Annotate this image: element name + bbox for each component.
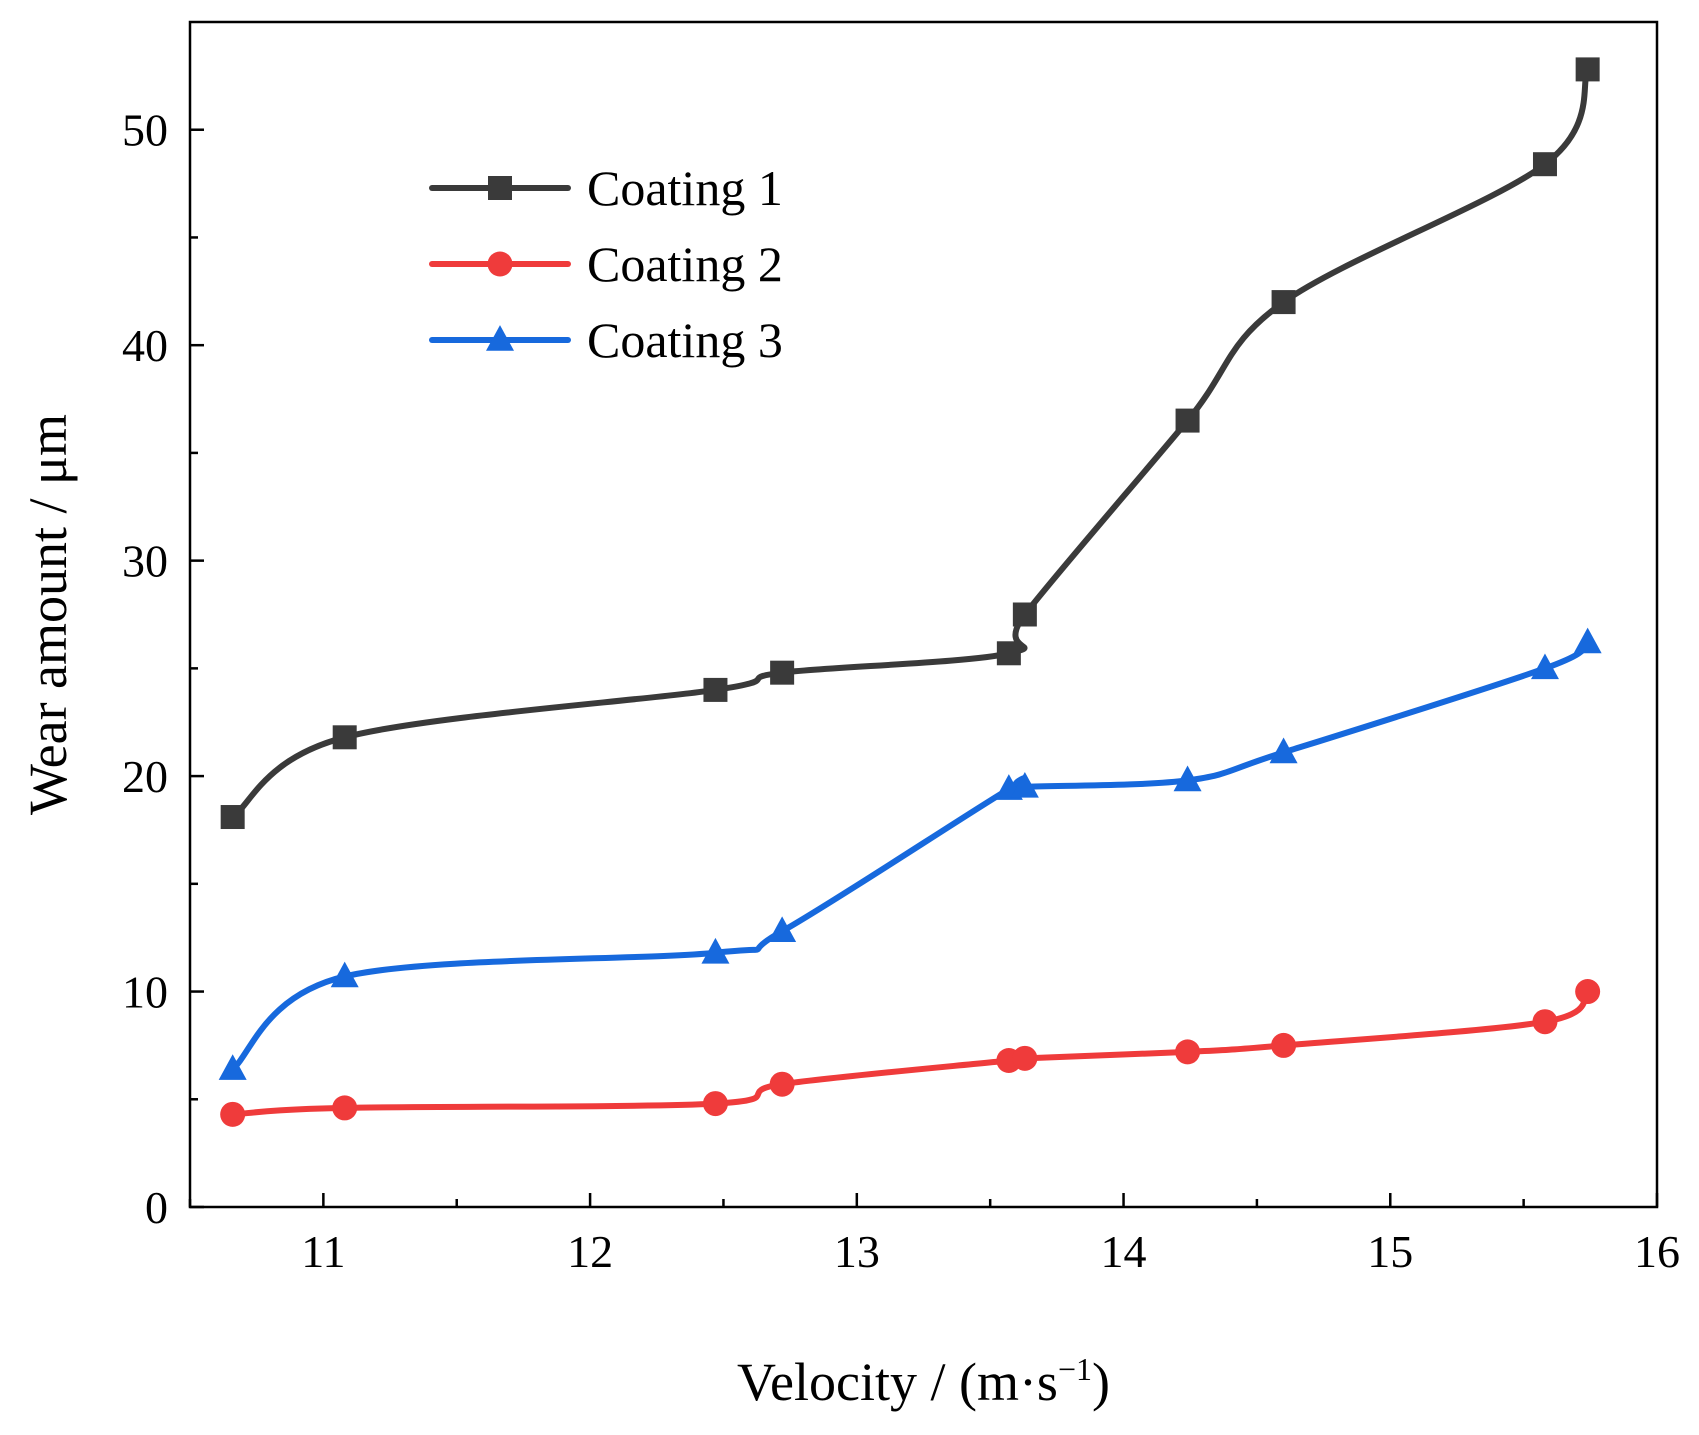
legend-label: Coating 1 xyxy=(587,160,783,216)
y-tick-label: 50 xyxy=(122,105,168,156)
legend-item-1: Coating 1 xyxy=(429,160,783,216)
series-layer xyxy=(218,57,1602,1127)
data-point-circle xyxy=(1012,1045,1038,1071)
data-point-triangle xyxy=(768,916,797,943)
x-axis-label: Velocity / (m·s−1) xyxy=(737,1351,1110,1412)
data-point-triangle xyxy=(330,961,359,988)
data-point-triangle xyxy=(1530,653,1559,680)
data-point-square xyxy=(996,641,1021,666)
data-point-square xyxy=(1575,57,1600,82)
data-point-square xyxy=(1012,602,1037,627)
data-point-triangle xyxy=(1010,771,1039,798)
y-tick-label: 10 xyxy=(122,967,168,1018)
data-point-square xyxy=(1532,152,1557,177)
data-point-circle xyxy=(769,1071,795,1097)
series-2 xyxy=(220,979,1601,1127)
plot-frame xyxy=(188,20,1659,1209)
data-point-square xyxy=(332,725,357,750)
data-point-circle xyxy=(1271,1032,1297,1058)
legend-item-2: Coating 2 xyxy=(429,236,783,292)
series-3 xyxy=(218,627,1602,1080)
data-point-triangle xyxy=(1269,737,1298,764)
legend-label: Coating 3 xyxy=(587,312,783,368)
legend-swatch-marker xyxy=(487,251,513,277)
x-tick-label: 12 xyxy=(567,1226,613,1277)
x-tick-label: 14 xyxy=(1101,1226,1147,1277)
series-line xyxy=(229,66,1591,821)
x-tick-label: 16 xyxy=(1634,1226,1680,1277)
data-point-circle xyxy=(1532,1009,1558,1035)
data-point-square xyxy=(1271,290,1296,315)
series-1 xyxy=(220,57,1600,830)
data-point-square xyxy=(703,677,728,702)
legend-item-3: Coating 3 xyxy=(429,312,783,368)
x-tick-label: 11 xyxy=(301,1226,345,1277)
data-point-triangle xyxy=(701,937,730,964)
data-point-circle xyxy=(332,1095,358,1121)
data-point-circle xyxy=(1175,1039,1201,1065)
data-point-square xyxy=(1175,408,1200,433)
data-point-square xyxy=(220,805,245,830)
legend: Coating 1 Coating 2 Coating 3 xyxy=(429,160,783,368)
legend-swatch-marker xyxy=(486,325,514,351)
y-tick-label: 30 xyxy=(122,536,168,587)
data-point-circle xyxy=(702,1091,728,1117)
data-point-triangle xyxy=(1573,627,1602,654)
x-axis-label-superscript: −1 xyxy=(1058,1351,1092,1387)
ticks-layer: 11 12 13 14 15 16 0 10 20 30 40 50 xyxy=(122,105,1680,1277)
data-point-circle xyxy=(1575,979,1601,1005)
x-axis-label-main: Velocity / (m·s xyxy=(737,1352,1058,1412)
y-tick-label: 40 xyxy=(122,320,168,371)
data-point-square xyxy=(770,660,795,685)
y-axis-label: Wear amount / μm xyxy=(18,414,78,815)
x-axis-label-close: ) xyxy=(1092,1352,1110,1412)
x-tick-label: 13 xyxy=(834,1226,880,1277)
data-point-triangle xyxy=(1173,765,1202,792)
data-point-circle xyxy=(220,1101,246,1127)
y-tick-label: 0 xyxy=(145,1182,168,1233)
legend-label: Coating 2 xyxy=(587,236,783,292)
x-tick-label: 15 xyxy=(1367,1226,1413,1277)
y-tick-label: 20 xyxy=(122,751,168,802)
data-point-triangle xyxy=(218,1054,247,1080)
legend-swatch-marker xyxy=(488,176,512,200)
